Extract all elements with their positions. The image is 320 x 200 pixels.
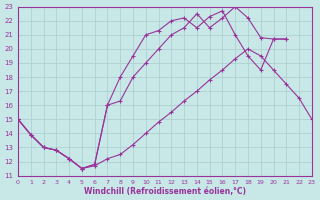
X-axis label: Windchill (Refroidissement éolien,°C): Windchill (Refroidissement éolien,°C) — [84, 187, 246, 196]
